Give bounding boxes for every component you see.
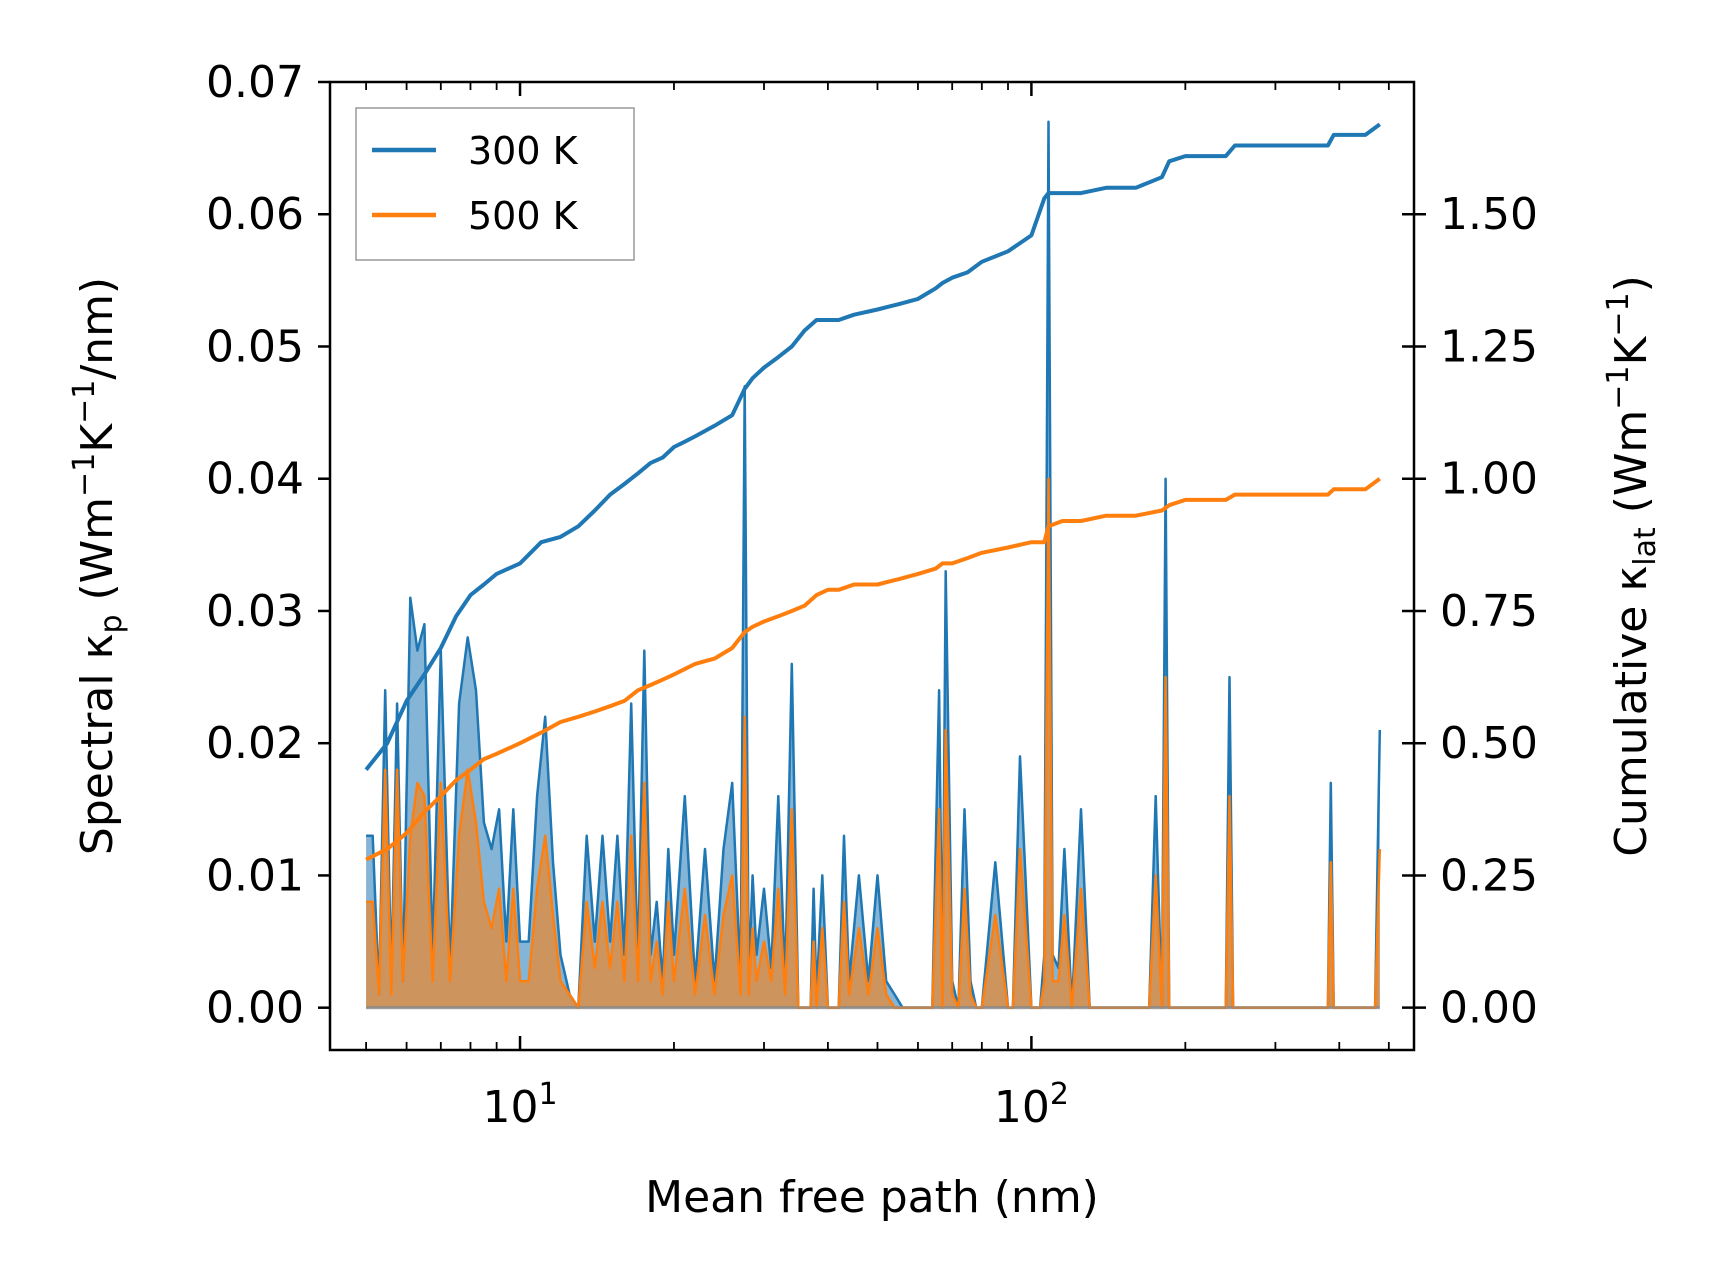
x-tick-label: 101 (482, 1077, 557, 1133)
plot-frame (328, 80, 1416, 1052)
left-y-tick-label: 0.05 (206, 321, 304, 372)
left-y-tick-label: 0.03 (206, 586, 304, 637)
legend-label-300k: 300 K (468, 129, 579, 173)
left-y-tick-label: 0.01 (206, 850, 304, 901)
x-tick-label: 102 (994, 1077, 1069, 1133)
x-axis-label: Mean free path (nm) (645, 1172, 1099, 1223)
left-y-axis-label: Spectral κp (Wm−1K−1/nm) (67, 277, 129, 855)
spectral-fills (366, 121, 1380, 1008)
axis-ticks: 0.00 0.01 0.02 0.03 0.04 0.05 0.06 0.07 0.00 0.25… (206, 57, 1538, 1133)
left-y-tick-label: 0.07 (206, 57, 304, 108)
left-y-tick-label: 0.04 (206, 454, 304, 505)
right-y-tick-label: 0.75 (1440, 586, 1538, 637)
legend-label-500k: 500 K (468, 194, 579, 238)
legend-box (355, 107, 635, 261)
cumulative-lines (364, 122, 1381, 862)
right-y-axis-label: Cumulative κlat (Wm−1K−1) (1601, 275, 1663, 857)
500-k-spectral-fill (366, 478, 1380, 1008)
left-y-tick-label: 0.06 (206, 189, 304, 240)
legend: 300 K 500 K (355, 107, 635, 261)
left-y-tick-label: 0.02 (206, 718, 304, 769)
cumulative-500-k-line (365, 477, 1381, 862)
right-y-tick-label: 1.50 (1440, 189, 1538, 240)
right-y-tick-label: 1.00 (1440, 454, 1538, 505)
spectral-lines (366, 120, 1382, 1010)
right-y-tick-label: 0.50 (1440, 718, 1538, 769)
right-y-tick-label: 1.25 (1440, 321, 1538, 372)
cumulative-300-k-line (364, 122, 1381, 771)
right-y-tick-label: 0.25 (1440, 850, 1538, 901)
left-y-tick-label: 0.00 (206, 983, 304, 1034)
right-y-tick-label: 0.00 (1440, 983, 1538, 1034)
